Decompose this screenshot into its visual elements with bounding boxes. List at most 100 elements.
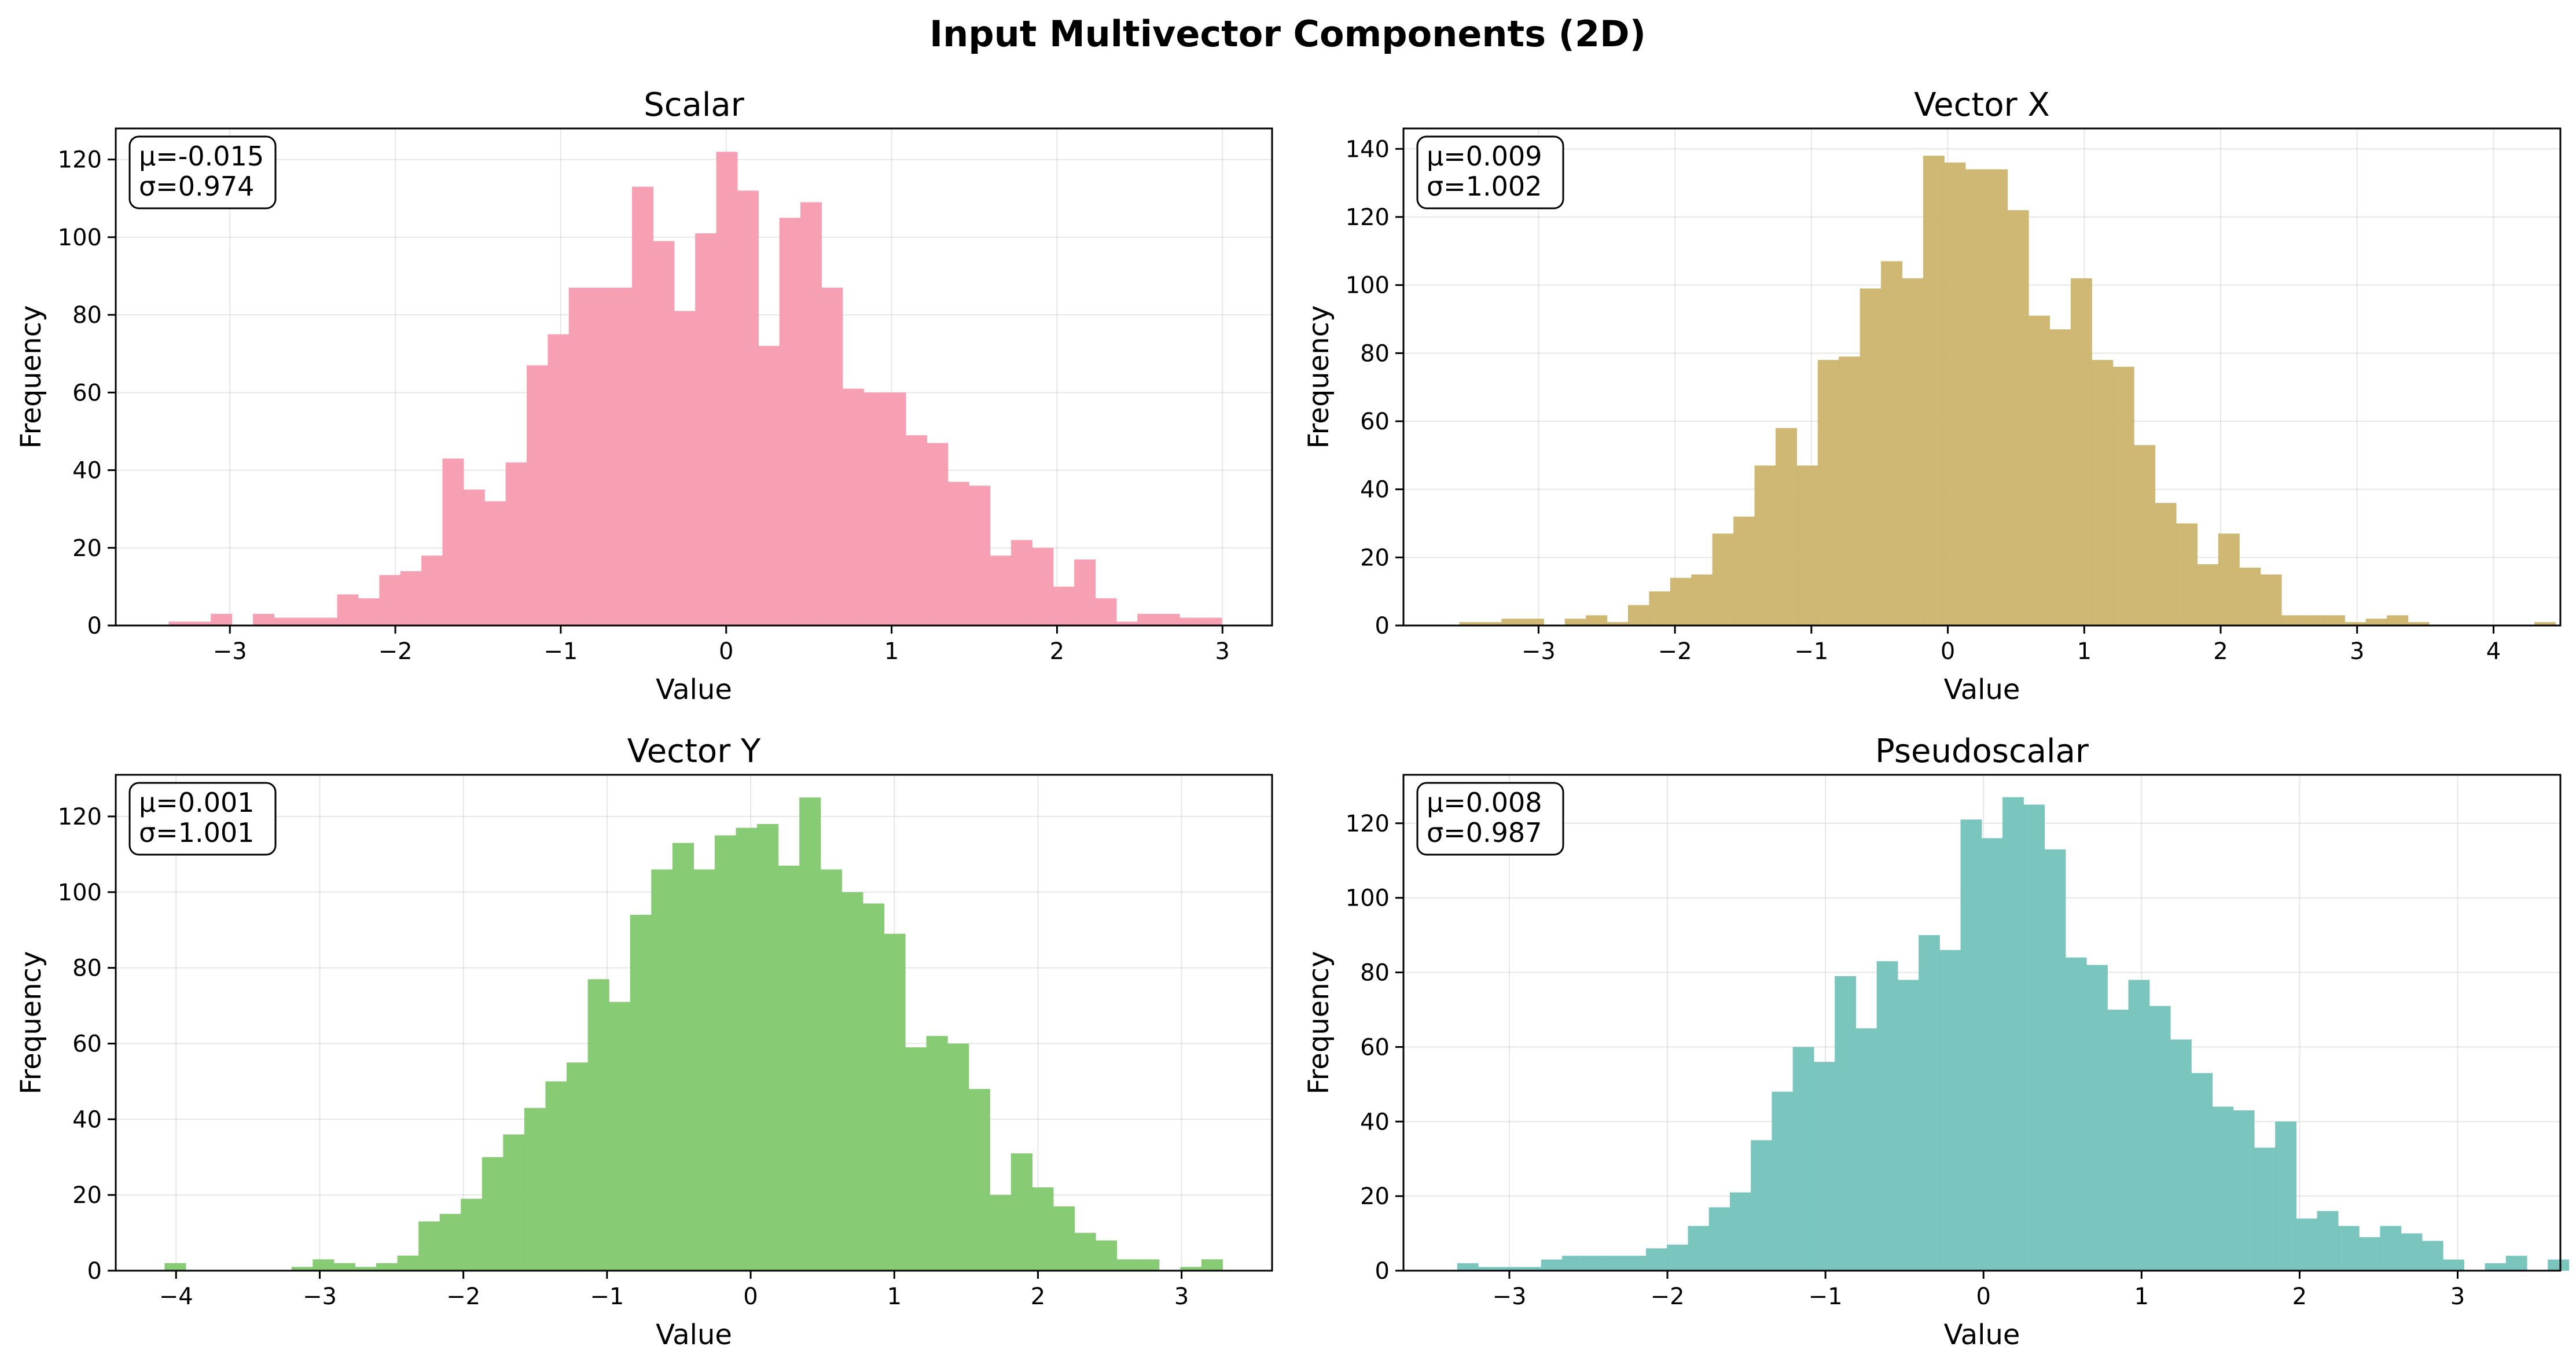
histogram-bar: [1775, 428, 1797, 626]
x-tick-label: 3: [1215, 638, 1230, 665]
histogram-bar: [1459, 622, 1481, 626]
histogram-bar: [1939, 950, 1961, 1271]
histogram-bar: [1691, 574, 1713, 626]
histogram-bar: [821, 288, 843, 626]
x-tick-label: 0: [743, 1283, 758, 1310]
stat-mean: μ=0.009: [1427, 141, 1542, 172]
histogram-bar: [400, 571, 422, 626]
histogram-bar: [2534, 622, 2556, 626]
histogram-bar: [990, 555, 1012, 626]
stat-std: σ=0.974: [139, 171, 254, 202]
x-tick-label: −1: [1794, 638, 1828, 665]
histogram-bar: [2191, 1073, 2213, 1271]
histogram-bar: [736, 827, 758, 1271]
histogram-bar: [1499, 1267, 1521, 1271]
histogram-bar: [505, 462, 527, 626]
panel-title: Pseudoscalar: [1875, 733, 2089, 770]
histogram-bar: [211, 613, 233, 626]
histogram-bar: [1586, 615, 1608, 626]
histogram-bar: [800, 202, 822, 626]
x-tick-label: −3: [1522, 638, 1556, 665]
histogram-bar: [1817, 360, 1839, 626]
histogram-bar: [2197, 564, 2219, 626]
histogram-bar: [587, 979, 609, 1271]
histogram-bar: [1032, 1187, 1054, 1271]
x-tick-label: 2: [1050, 638, 1064, 665]
stat-std: σ=1.001: [139, 817, 254, 848]
x-tick-label: 2: [2292, 1283, 2307, 1310]
histogram-bar: [1897, 980, 1919, 1271]
histogram-bar: [884, 392, 906, 626]
x-tick-label: 3: [1174, 1283, 1189, 1310]
x-tick-label: 0: [719, 638, 733, 665]
histogram-bar: [2176, 523, 2197, 626]
histogram-bar: [2443, 1259, 2464, 1271]
histogram-bar: [463, 490, 485, 626]
histogram-bar: [884, 933, 906, 1271]
histogram-bar: [482, 1157, 504, 1271]
stats-box: [128, 135, 277, 209]
histogram-bar: [1074, 559, 1096, 626]
stat-std: σ=1.002: [1427, 171, 1542, 202]
histogram-bar: [316, 617, 338, 626]
histogram-bar: [1839, 356, 1861, 626]
y-tick-label: 20: [72, 1182, 102, 1209]
stats-box: [1416, 135, 1564, 209]
stat-std: σ=0.987: [1427, 817, 1542, 848]
histogram-bar: [2107, 1009, 2129, 1271]
histogram-bar: [2212, 1106, 2234, 1271]
y-tick-label: 60: [1360, 409, 1390, 435]
histogram-bar: [2044, 849, 2066, 1271]
panel-title: Vector Y: [627, 733, 761, 770]
histogram-bar: [2275, 1121, 2296, 1271]
histogram-bar: [1944, 162, 1966, 626]
histogram-bar: [778, 866, 800, 1271]
histogram-bar: [2548, 1259, 2570, 1271]
histogram-bar: [674, 311, 696, 626]
histogram-bar: [1919, 935, 1940, 1271]
y-tick-label: 80: [72, 302, 102, 329]
histogram-bar: [2092, 360, 2114, 626]
y-tick-label: 80: [72, 955, 102, 982]
stats-box: [128, 782, 277, 856]
histogram-bar: [2365, 619, 2387, 626]
histogram-bar: [333, 1263, 356, 1271]
x-axis-label: Value: [1944, 674, 2020, 706]
histogram-bar: [1855, 1028, 1877, 1271]
histogram-bar: [484, 501, 506, 626]
histogram-bar: [714, 835, 737, 1271]
histogram-bar: [1179, 617, 1201, 626]
histogram-bar: [189, 621, 211, 626]
histogram-bar: [1074, 1232, 1096, 1271]
y-tick-label: 40: [1360, 477, 1390, 503]
x-tick-label: 0: [1941, 638, 1955, 665]
x-tick-label: −1: [543, 638, 578, 665]
x-axis-label: Value: [656, 1319, 732, 1351]
histogram-bar: [2155, 503, 2177, 626]
x-tick-label: −2: [446, 1283, 480, 1310]
histogram-bar: [1960, 819, 1982, 1271]
y-tick-label: 120: [1346, 811, 1390, 837]
histogram-bar: [1712, 534, 1734, 626]
x-tick-label: −3: [1492, 1283, 1526, 1310]
x-tick-label: 2: [2213, 638, 2228, 665]
histogram-bar: [1625, 1256, 1647, 1271]
histogram-bar: [1457, 1263, 1479, 1271]
histogram-bar: [337, 594, 359, 626]
histogram-bar: [2112, 366, 2134, 626]
histogram-bar: [716, 152, 738, 626]
histogram-bar: [968, 1088, 990, 1271]
x-tick-label: −1: [590, 1283, 624, 1310]
histogram-bar: [969, 485, 991, 626]
histogram-bar: [355, 1267, 377, 1271]
y-tick-label: 20: [1360, 544, 1390, 571]
stat-mean: μ=0.008: [1427, 787, 1542, 818]
histogram-bar: [906, 435, 928, 626]
y-tick-label: 20: [72, 535, 102, 562]
histogram-bar: [1180, 1267, 1202, 1271]
histogram-bar: [1796, 465, 1818, 626]
histogram-bar: [630, 915, 652, 1271]
histogram-bar: [2007, 210, 2029, 626]
histogram-bar: [1902, 278, 1924, 626]
